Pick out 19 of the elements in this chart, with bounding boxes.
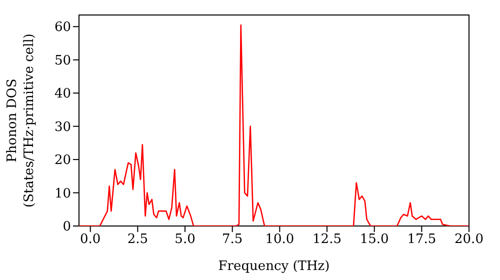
y-tick-label: 0 (62, 220, 71, 235)
y-tick-label: 10 (54, 186, 71, 202)
x-tick-label: 17.5 (407, 232, 436, 248)
x-tick-label: 5.0 (174, 232, 196, 248)
x-tick-label: 2.5 (127, 232, 148, 248)
x-tick-label: 7.5 (222, 232, 243, 248)
y-tick-label: 30 (54, 120, 71, 135)
x-tick-label: 12.5 (312, 232, 342, 248)
y-axis-title: Phonon DOS (States/THz·primitive cell) (5, 33, 37, 208)
y-tick-label: 60 (54, 20, 71, 36)
y-tick-label: 50 (54, 53, 71, 68)
x-tick-label: 20.0 (454, 232, 484, 248)
y-tick-label: 20 (54, 153, 71, 168)
y-tick-label: 40 (54, 86, 71, 102)
line-series (79, 24, 469, 226)
x-axis-title: Frequency (THz) (218, 259, 330, 274)
x-tick-label: 15.0 (360, 232, 389, 248)
x-tick-label: 0.0 (80, 232, 101, 248)
x-tick-label: 10.0 (265, 232, 294, 248)
